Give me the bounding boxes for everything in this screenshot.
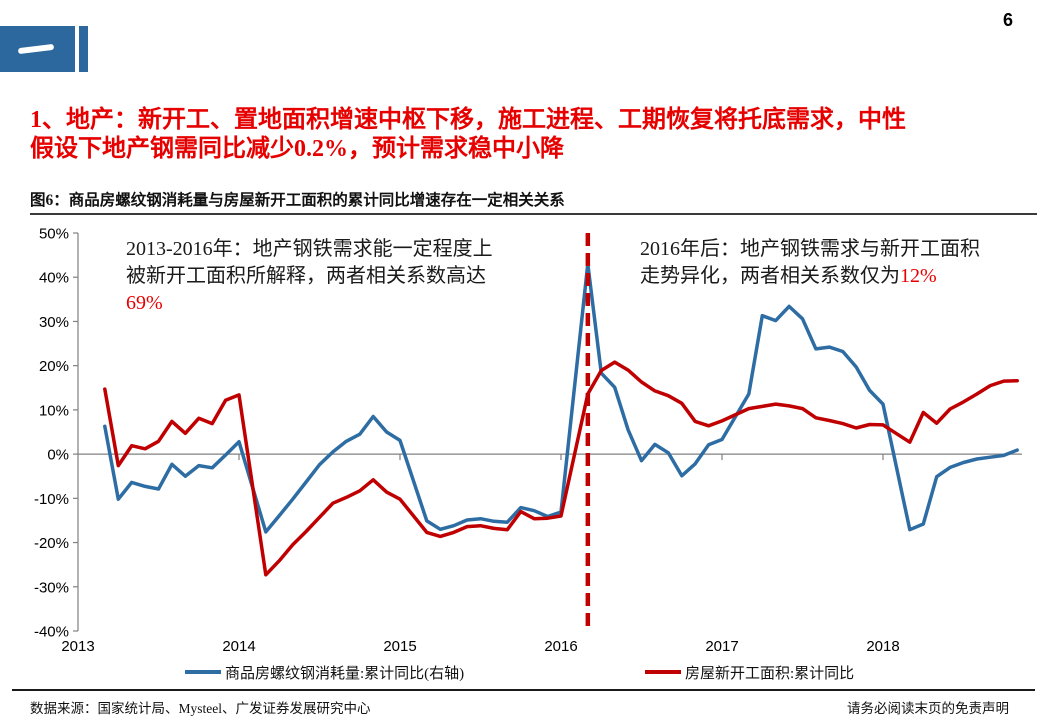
svg-text:-10%: -10% <box>34 491 69 508</box>
legend-item-newstarts: 房屋新开工面积:累计同比 <box>645 662 854 682</box>
annotation-right-line1: 2016年后：地产钢铁需求与新开工面积 <box>640 238 980 260</box>
section-heading-line1: 1、地产：新开工、置地面积增速中枢下移，施工进程、工期恢复将托底需求，中性 <box>30 107 906 133</box>
svg-text:2013: 2013 <box>61 638 94 655</box>
footer-divider <box>12 689 1035 691</box>
annotation-left-line1: 2013-2016年：地产钢铁需求能一定程度上 <box>126 238 493 260</box>
svg-text:-20%: -20% <box>34 535 69 552</box>
svg-text:0%: 0% <box>47 447 69 464</box>
svg-text:2016: 2016 <box>544 638 577 655</box>
svg-text:30%: 30% <box>39 314 69 331</box>
section-heading-line2: 假设下地产钢需同比减少0.2%，预计需求稳中小降 <box>30 136 564 162</box>
annotation-right-line2: 走势异化，两者相关系数仅为12% <box>640 263 980 290</box>
title-divider <box>30 213 1037 215</box>
chart-canvas: 50% 40% 30% 20% 10% 0% -10% -20% -30% -40%2013 201… <box>34 226 1022 655</box>
figure-title: 图6：商品房螺纹钢消耗量与房屋新开工面积的累计同比增速存在一定相关关系 <box>30 192 565 209</box>
legend-line-blue-icon <box>185 670 221 674</box>
annotation-2016-after: 2016年后：地产钢铁需求与新开工面积 走势异化，两者相关系数仅为12% <box>640 236 980 290</box>
brand-logo-block <box>0 26 75 72</box>
annotation-left-highlight: 69% <box>126 292 163 314</box>
legend-item-rebar: 商品房螺纹钢消耗量:累计同比(右轴) <box>185 662 464 682</box>
svg-text:2014: 2014 <box>222 638 255 655</box>
data-source-note: 数据来源：国家统计局、Mysteel、广发证券发展研究中心 <box>30 701 371 716</box>
annotation-right-highlight: 12% <box>900 265 937 287</box>
chapter-one-glyph <box>17 43 55 55</box>
page-number: 6 <box>1002 10 1013 30</box>
svg-text:2015: 2015 <box>383 638 416 655</box>
brand-logo-bar <box>79 26 88 72</box>
svg-text:40%: 40% <box>39 270 69 287</box>
svg-text:2018: 2018 <box>866 638 899 655</box>
legend-label-rebar: 商品房螺纹钢消耗量:累计同比(右轴) <box>225 665 465 682</box>
svg-text:2017: 2017 <box>705 638 738 655</box>
legend-label-newstarts: 房屋新开工面积:累计同比 <box>685 665 855 682</box>
disclaimer-note: 请务必阅读末页的免责声明 <box>847 701 1009 716</box>
svg-text:50%: 50% <box>39 226 69 243</box>
svg-text:20%: 20% <box>39 358 69 375</box>
svg-text:10%: 10% <box>39 402 69 419</box>
section-heading: 1、地产：新开工、置地面积增速中枢下移，施工进程、工期恢复将托底需求，中性 假设… <box>30 106 1020 164</box>
annotation-2013-2016: 2013-2016年：地产钢铁需求能一定程度上 被新开工面积所解释，两者相关系数… <box>126 236 493 317</box>
annotation-left-line2: 被新开工面积所解释，两者相关系数高达 <box>126 265 486 287</box>
svg-text:-30%: -30% <box>34 579 69 596</box>
annotation-right-line2-text: 走势异化，两者相关系数仅为 <box>640 265 900 287</box>
svg-text:-40%: -40% <box>34 623 69 640</box>
legend-line-red-icon <box>645 670 681 674</box>
